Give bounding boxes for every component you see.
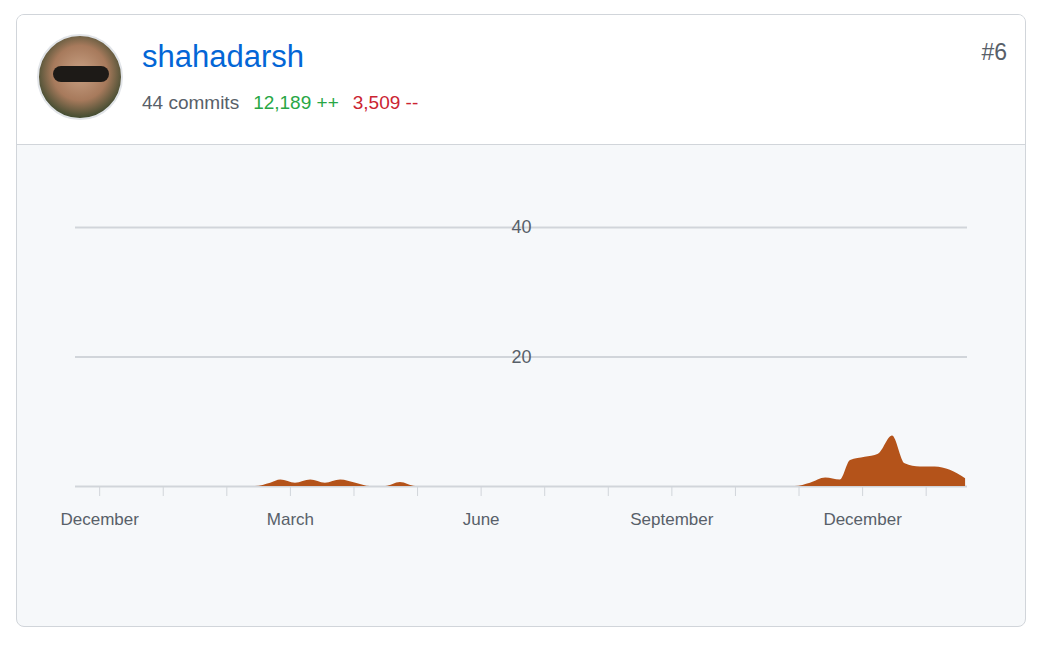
svg-text:20: 20	[511, 347, 531, 367]
svg-text:September: September	[630, 510, 713, 529]
svg-text:March: March	[267, 510, 314, 529]
svg-text:December: December	[823, 510, 902, 529]
html-text:#6: #6	[981, 39, 1007, 65]
html-text:12,189 ++: 12,189 ++	[253, 92, 339, 113]
svg-text:December: December	[60, 510, 139, 529]
html-text:shahadarsh: shahadarsh	[142, 39, 304, 74]
svg-text:June: June	[463, 510, 500, 529]
html-text:44 commits: 44 commits	[142, 92, 240, 113]
html-text:3,509 --: 3,509 --	[352, 92, 419, 113]
svg-text:40: 40	[511, 217, 531, 237]
